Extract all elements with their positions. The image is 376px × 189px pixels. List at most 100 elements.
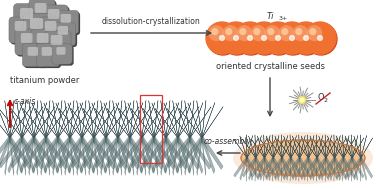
Polygon shape bbox=[176, 136, 191, 173]
Polygon shape bbox=[8, 103, 23, 140]
Polygon shape bbox=[246, 157, 259, 178]
Polygon shape bbox=[275, 136, 282, 159]
Polygon shape bbox=[352, 157, 364, 178]
Polygon shape bbox=[264, 157, 265, 181]
Circle shape bbox=[207, 23, 239, 55]
Polygon shape bbox=[149, 136, 154, 175]
Polygon shape bbox=[119, 108, 143, 139]
Polygon shape bbox=[326, 136, 332, 159]
Polygon shape bbox=[165, 102, 179, 140]
Polygon shape bbox=[319, 157, 326, 180]
Polygon shape bbox=[317, 136, 323, 159]
Polygon shape bbox=[92, 103, 107, 140]
Polygon shape bbox=[243, 157, 256, 177]
FancyBboxPatch shape bbox=[38, 45, 61, 68]
Polygon shape bbox=[321, 157, 335, 177]
Polygon shape bbox=[293, 136, 300, 159]
Polygon shape bbox=[299, 157, 311, 178]
Polygon shape bbox=[45, 136, 59, 174]
Polygon shape bbox=[249, 157, 256, 180]
Polygon shape bbox=[0, 136, 11, 173]
FancyBboxPatch shape bbox=[29, 0, 55, 25]
Polygon shape bbox=[21, 136, 35, 174]
Polygon shape bbox=[343, 157, 349, 180]
FancyBboxPatch shape bbox=[42, 47, 52, 56]
Polygon shape bbox=[101, 101, 106, 140]
Polygon shape bbox=[113, 136, 118, 175]
Polygon shape bbox=[0, 108, 23, 139]
Polygon shape bbox=[343, 135, 344, 159]
FancyBboxPatch shape bbox=[30, 0, 56, 26]
Text: 3+: 3+ bbox=[279, 16, 288, 21]
Polygon shape bbox=[34, 101, 38, 140]
Polygon shape bbox=[282, 157, 294, 178]
Polygon shape bbox=[240, 157, 247, 180]
Polygon shape bbox=[77, 101, 82, 140]
Polygon shape bbox=[47, 137, 71, 168]
Polygon shape bbox=[29, 136, 34, 175]
Polygon shape bbox=[69, 107, 91, 139]
Polygon shape bbox=[290, 138, 302, 159]
Polygon shape bbox=[282, 157, 288, 180]
Ellipse shape bbox=[281, 28, 288, 35]
FancyBboxPatch shape bbox=[21, 33, 32, 43]
Polygon shape bbox=[286, 139, 300, 159]
Polygon shape bbox=[82, 136, 86, 176]
Polygon shape bbox=[9, 136, 31, 169]
FancyBboxPatch shape bbox=[32, 30, 59, 57]
Polygon shape bbox=[9, 102, 23, 140]
Polygon shape bbox=[167, 108, 191, 139]
Polygon shape bbox=[325, 157, 338, 178]
Polygon shape bbox=[291, 157, 296, 180]
FancyBboxPatch shape bbox=[20, 8, 33, 19]
Ellipse shape bbox=[295, 28, 302, 35]
Circle shape bbox=[235, 23, 267, 55]
Polygon shape bbox=[44, 136, 59, 173]
Polygon shape bbox=[59, 137, 83, 168]
Polygon shape bbox=[154, 136, 158, 176]
Polygon shape bbox=[316, 135, 317, 159]
Polygon shape bbox=[281, 135, 282, 159]
Polygon shape bbox=[190, 102, 203, 140]
Circle shape bbox=[263, 23, 295, 55]
Circle shape bbox=[290, 36, 294, 40]
Polygon shape bbox=[202, 136, 206, 176]
Polygon shape bbox=[80, 136, 95, 173]
Polygon shape bbox=[89, 101, 94, 140]
Polygon shape bbox=[176, 103, 191, 140]
Polygon shape bbox=[70, 136, 74, 176]
Polygon shape bbox=[308, 136, 314, 159]
Polygon shape bbox=[141, 136, 155, 174]
Polygon shape bbox=[178, 136, 182, 176]
Polygon shape bbox=[117, 136, 131, 174]
Polygon shape bbox=[233, 139, 248, 159]
Polygon shape bbox=[304, 157, 318, 177]
Polygon shape bbox=[281, 157, 282, 181]
Polygon shape bbox=[0, 137, 11, 168]
Ellipse shape bbox=[293, 25, 308, 41]
Polygon shape bbox=[105, 107, 127, 139]
Polygon shape bbox=[326, 157, 332, 180]
Polygon shape bbox=[301, 136, 309, 159]
Polygon shape bbox=[143, 108, 167, 139]
Polygon shape bbox=[154, 101, 158, 140]
Polygon shape bbox=[290, 135, 291, 159]
FancyBboxPatch shape bbox=[37, 33, 49, 43]
Polygon shape bbox=[282, 136, 288, 159]
Circle shape bbox=[262, 22, 294, 54]
Polygon shape bbox=[286, 157, 300, 177]
FancyBboxPatch shape bbox=[56, 47, 65, 55]
Polygon shape bbox=[141, 107, 163, 139]
Polygon shape bbox=[334, 157, 335, 181]
Circle shape bbox=[276, 22, 308, 54]
Circle shape bbox=[277, 23, 309, 55]
Polygon shape bbox=[53, 101, 58, 140]
Polygon shape bbox=[343, 157, 344, 181]
FancyBboxPatch shape bbox=[41, 19, 67, 45]
Polygon shape bbox=[202, 101, 206, 140]
Polygon shape bbox=[264, 157, 270, 180]
Circle shape bbox=[249, 23, 281, 55]
Polygon shape bbox=[304, 139, 318, 159]
Polygon shape bbox=[35, 137, 59, 168]
FancyBboxPatch shape bbox=[51, 35, 62, 45]
